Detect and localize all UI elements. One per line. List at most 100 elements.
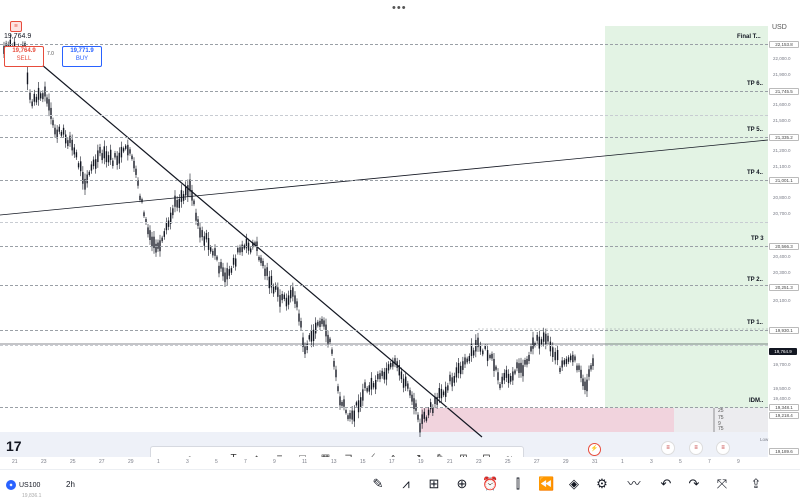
sell-button[interactable]: 19,764.9 SELL (4, 46, 44, 67)
time-axis[interactable]: 21 23 25 27 29 1 3 5 7 9 11 13 15 17 19 21 23 25 27 29 31 1 3 5… (0, 457, 768, 469)
candle-body (451, 377, 453, 387)
candle-body (48, 99, 50, 111)
candle-body (84, 178, 86, 190)
level-line-tp6[interactable] (0, 91, 768, 92)
candle-body (272, 286, 275, 294)
level-label: TP 5.. (747, 127, 763, 133)
level-line-tp5[interactable] (0, 137, 768, 138)
level-line-tp2[interactable] (0, 285, 768, 286)
time-label: 9 (273, 459, 276, 465)
candle-body (516, 362, 518, 369)
candle-body (402, 378, 405, 388)
candle-body (466, 358, 468, 363)
candle-body (470, 344, 473, 356)
price-axis[interactable]: USD (768, 20, 800, 457)
share-icon[interactable]: ⇪ (750, 476, 762, 491)
top-bar: ••• (0, 0, 800, 20)
chart-area[interactable]: Final T... TP 6.. TP 5.. TP 4.. TP 3 TP … (0, 20, 768, 457)
candle-body (457, 363, 460, 374)
candle-body (105, 151, 108, 163)
us-flag-icon[interactable]: ≡ (716, 441, 730, 455)
candle-body (339, 396, 341, 406)
time-label: 21 (447, 459, 453, 465)
time-label: 21 (12, 459, 18, 465)
layout-icon[interactable]: ⊞ (428, 476, 440, 491)
candle-body (264, 268, 266, 277)
time-label: 9 (737, 459, 740, 465)
bottom-bar (0, 469, 800, 501)
zone-extension (674, 408, 768, 432)
candle-body (347, 415, 349, 420)
chart-type-icon[interactable]: ⩘ (402, 476, 410, 491)
candle-body (187, 185, 189, 197)
replay-icon[interactable]: ⏪ (538, 476, 555, 491)
time-label: 23 (41, 459, 47, 465)
add-icon[interactable]: ⊕ (456, 476, 468, 491)
candle-body (224, 272, 226, 283)
us-flag-icon[interactable]: ≡ (661, 441, 675, 455)
candle-body (135, 168, 137, 175)
candle-body (277, 287, 279, 297)
wave-icon[interactable]: 〰 (627, 476, 641, 491)
candle-body (432, 407, 434, 414)
candle-body (584, 381, 586, 390)
candle-body (266, 267, 268, 276)
candle-body (586, 379, 588, 392)
candle-body (392, 360, 394, 367)
more-menu-icon[interactable]: ••• (392, 2, 407, 14)
candle-body (167, 220, 170, 227)
candle-body (312, 329, 315, 342)
candle-body (60, 131, 63, 136)
level-label: IDM.. (749, 398, 764, 404)
candles-icon[interactable]: ⫿ (515, 476, 521, 491)
candle-body (464, 357, 466, 365)
alarm-icon[interactable]: ⏰ (482, 476, 499, 491)
candle-body (180, 190, 183, 202)
candle-body (203, 236, 205, 246)
candle-body (250, 248, 252, 253)
fullscreen-icon[interactable]: ⤧ (716, 476, 728, 491)
buy-button[interactable]: 19,771.9 BUY (62, 46, 102, 67)
candle-body (73, 147, 75, 155)
pencil-icon[interactable]: ✎ (372, 476, 384, 491)
sell-label: SELL (16, 56, 32, 62)
candle-body (275, 284, 277, 290)
currency-label[interactable]: USD (772, 24, 787, 31)
redo-icon[interactable]: ↷ (688, 476, 700, 491)
level-line-tp3[interactable] (0, 246, 768, 247)
candle-body (364, 382, 366, 389)
time-label: 1 (621, 459, 624, 465)
alert-flag-icon[interactable]: ≋ (10, 21, 22, 32)
candle-body (75, 152, 78, 158)
entry-zone (421, 408, 674, 432)
candle-body (366, 387, 368, 392)
layers-icon[interactable]: ◈ (569, 476, 579, 491)
candle-body (37, 87, 40, 100)
undo-icon[interactable]: ↶ (660, 476, 672, 491)
candle-body (497, 372, 499, 381)
candle-body (207, 237, 210, 250)
candle-body (565, 358, 568, 365)
price-chart[interactable] (0, 20, 768, 457)
candle-body (143, 212, 145, 217)
us-flag-icon[interactable]: ≡ (689, 441, 703, 455)
candle-body (3, 45, 5, 54)
level-price-tag: 20,566.3 (769, 243, 799, 250)
candle-body (462, 361, 464, 370)
level-line-idm[interactable] (0, 407, 768, 408)
candle-body (195, 212, 197, 221)
level-line-final[interactable] (0, 44, 768, 45)
candle-body (455, 367, 458, 378)
lightning-event-icon[interactable]: ⚡ (588, 443, 601, 456)
candle-body (137, 180, 139, 186)
level-line-tp4[interactable] (0, 180, 768, 181)
settings-sliders-icon[interactable]: ⚙ (596, 476, 608, 491)
symbol-selector[interactable]: ◆ US100 (6, 480, 40, 490)
candle-body (157, 242, 159, 249)
level-line-tp1[interactable] (0, 330, 768, 331)
candle-body (185, 186, 187, 196)
candle-body (118, 152, 120, 164)
candle-body (337, 386, 339, 392)
timeframe-selector[interactable]: 2h (66, 480, 75, 489)
candle-body (120, 146, 123, 158)
